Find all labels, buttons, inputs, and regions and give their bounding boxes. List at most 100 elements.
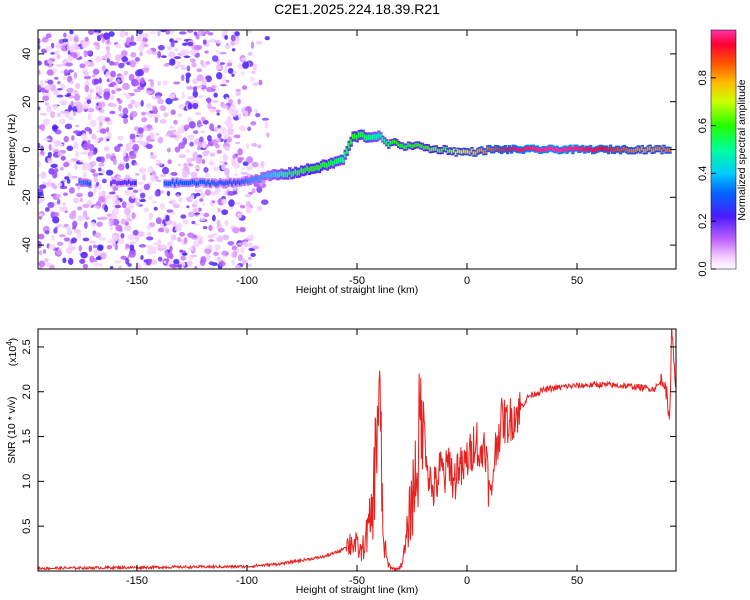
heatmap-cell xyxy=(112,158,117,166)
heatmap-cell xyxy=(229,103,236,112)
colorbar-ticks: 0.0 0.2 0.4 0.6 0.8 xyxy=(697,70,716,277)
heatmap-cell xyxy=(71,135,75,141)
heatmap-cell xyxy=(278,171,282,178)
heatmap-cell xyxy=(98,101,106,108)
heatmap-cell xyxy=(59,118,66,125)
heatmap-cell xyxy=(187,95,195,100)
heatmap-cell xyxy=(93,176,99,183)
heatmap-cell xyxy=(125,36,132,45)
heatmap-cell xyxy=(175,179,179,184)
heatmap-cell xyxy=(241,71,245,76)
heatmap-cell xyxy=(221,250,229,256)
heatmap-cell xyxy=(77,216,83,222)
heatmap-cell xyxy=(62,38,69,43)
heatmap-cell xyxy=(62,257,67,264)
heatmap-cell xyxy=(44,59,48,67)
heatmap-cell xyxy=(153,114,160,120)
heatmap-cell xyxy=(615,147,618,152)
heatmap-cell xyxy=(165,30,171,35)
heatmap-cell xyxy=(654,146,658,151)
heatmap-cell xyxy=(204,50,209,54)
heatmap-cell xyxy=(176,223,183,231)
heatmap-cell xyxy=(217,133,222,139)
heatmap-cell xyxy=(237,98,241,105)
heatmap-cell xyxy=(233,179,236,184)
heatmap-cell xyxy=(96,86,103,90)
heatmap-cell xyxy=(195,85,203,89)
heatmap-cell xyxy=(147,165,154,174)
heatmap-cell xyxy=(359,131,363,138)
heatmap-cell xyxy=(518,147,521,152)
heatmap-cell xyxy=(38,250,43,256)
heatmap-cell xyxy=(192,90,199,98)
heatmap-cell xyxy=(215,49,220,54)
heatmap-cell xyxy=(535,146,539,151)
heatmap-cell xyxy=(94,137,100,143)
heatmap-cell xyxy=(98,196,106,204)
y-tick-label: 40 xyxy=(21,48,33,60)
heatmap-cell xyxy=(223,68,228,74)
heatmap-cell xyxy=(118,180,121,186)
heatmap-cell xyxy=(205,181,208,186)
heatmap-cell xyxy=(216,187,221,193)
heatmap-cell xyxy=(235,88,241,92)
heatmap-cell xyxy=(231,48,236,52)
heatmap-cell xyxy=(98,183,102,191)
heatmap-cell xyxy=(46,69,54,76)
heatmap-cell xyxy=(148,258,153,263)
heatmap-cell xyxy=(38,161,42,168)
heatmap-cell xyxy=(201,140,207,149)
heatmap-cell xyxy=(65,226,72,231)
heatmap-cell xyxy=(93,188,97,194)
heatmap-cell xyxy=(250,77,255,82)
heatmap-cell xyxy=(138,167,147,174)
heatmap-cell xyxy=(90,160,97,167)
heatmap-cell xyxy=(133,88,141,93)
heatmap-cell xyxy=(130,35,135,43)
heatmap-cell xyxy=(328,161,331,167)
heatmap-cell xyxy=(190,254,198,258)
heatmap-cell xyxy=(84,36,89,42)
heatmap-cell xyxy=(104,117,111,122)
spectrogram-panel: -150 -100 -50 0 50 -40 -20 0 20 40 Height of str… xyxy=(6,29,677,296)
heatmap-cell xyxy=(237,179,240,184)
heatmap-cell xyxy=(88,181,92,187)
heatmap-cell xyxy=(209,38,216,43)
heatmap-cell xyxy=(314,165,317,172)
heatmap-cell xyxy=(176,60,181,67)
heatmap-cell xyxy=(92,172,99,177)
heatmap-cell xyxy=(178,142,185,149)
heatmap-cell xyxy=(207,244,212,250)
snr-series-line xyxy=(38,329,676,571)
heatmap-cell xyxy=(73,130,81,134)
heatmap-cell xyxy=(93,151,97,156)
heatmap-cell xyxy=(105,153,111,160)
heatmap-cell xyxy=(668,148,672,153)
heatmap-cell xyxy=(44,85,52,91)
colorbar: 0.0 0.2 0.4 0.6 0.8 Normalized spectral ampl… xyxy=(697,29,748,277)
heatmap-cell xyxy=(128,250,136,258)
heatmap-cell xyxy=(82,142,91,150)
heatmap-cell xyxy=(642,149,646,153)
heatmap-cell xyxy=(89,240,97,244)
heatmap-cell xyxy=(186,50,191,54)
heatmap-cell xyxy=(224,44,231,49)
heatmap-cell xyxy=(224,65,228,69)
heatmap-cell xyxy=(44,230,50,235)
heatmap-cell xyxy=(516,147,519,152)
heatmap-cell xyxy=(140,254,144,260)
heatmap-cell xyxy=(146,236,154,241)
heatmap-cell xyxy=(290,171,294,178)
heatmap-cell xyxy=(253,183,261,188)
heatmap-cell xyxy=(44,102,49,106)
heatmap-cell xyxy=(599,146,602,151)
heatmap-cell xyxy=(99,128,107,134)
heatmap-cell xyxy=(188,256,194,260)
heatmap-cell xyxy=(126,180,129,186)
heatmap-cell xyxy=(180,214,187,219)
heatmap-cell xyxy=(202,150,209,157)
heatmap-cell xyxy=(575,146,579,150)
heatmap-cell xyxy=(74,93,81,101)
heatmap-cell xyxy=(207,142,213,146)
colorbar-tick-label: 0.0 xyxy=(697,261,709,276)
